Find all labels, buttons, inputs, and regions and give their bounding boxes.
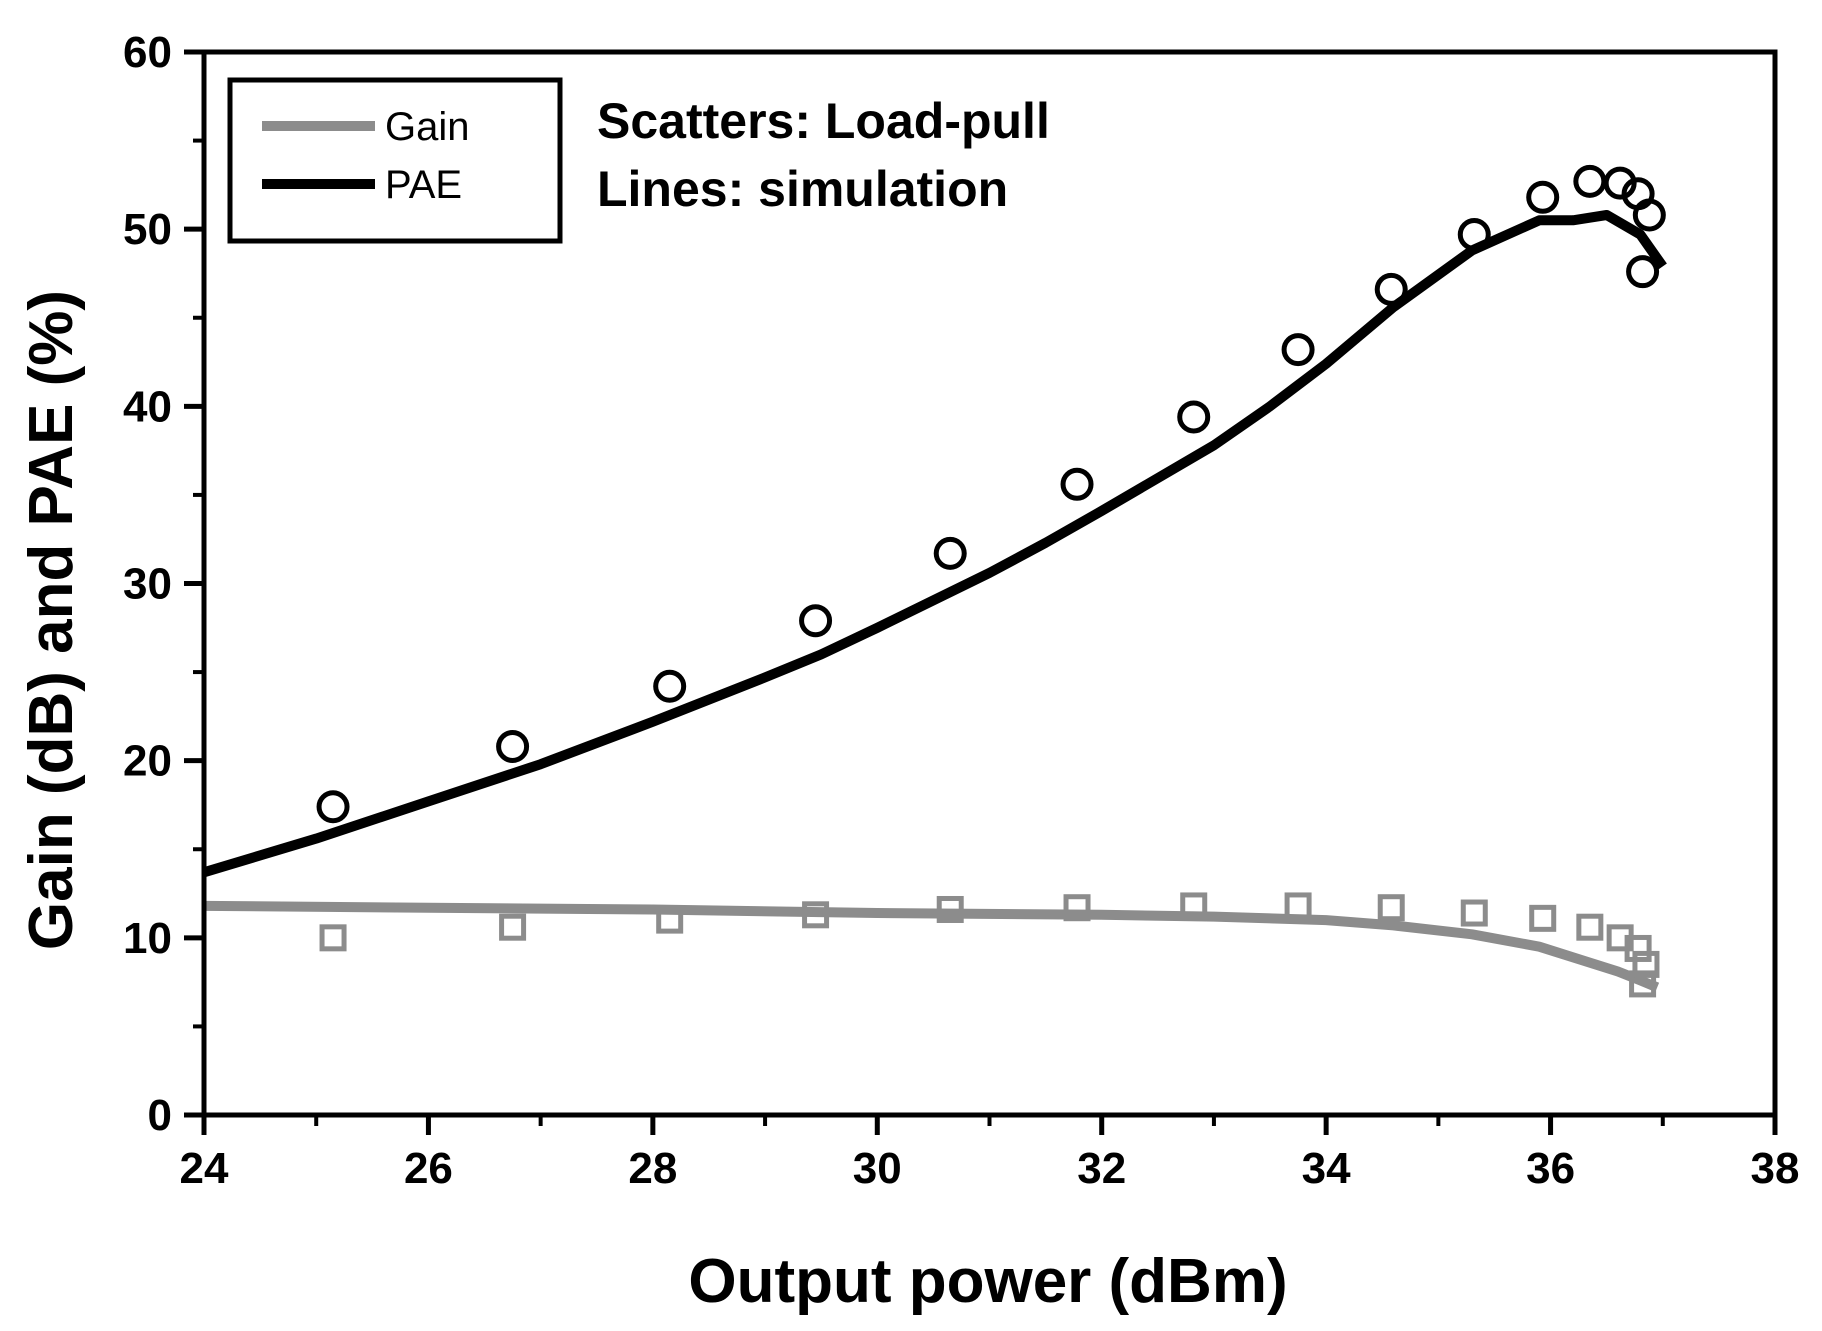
legend-label-pae: PAE (385, 163, 462, 207)
data-point-gain-loadpull (1529, 904, 1557, 932)
data-point-pae-loadpull (1526, 180, 1560, 214)
y-axis-title: Gain (dB) and PAE (%) (17, 290, 86, 950)
data-point-pae-loadpull (1603, 166, 1637, 200)
data-point-pae-loadpull (1177, 400, 1211, 434)
x-tick-label: 32 (1077, 1144, 1126, 1193)
data-point-pae-loadpull (1573, 164, 1607, 198)
data-point-gain-loadpull (936, 895, 964, 923)
data-point-pae-loadpull (1281, 333, 1315, 367)
data-point-pae-loadpull (496, 729, 530, 763)
legend-label-gain: Gain (385, 105, 470, 149)
data-point-gain-loadpull (1632, 950, 1660, 978)
axes: 24 26 28 30 32 34 36 38 0 10 20 30 40 50 60 (123, 28, 1799, 1193)
y-tick-label: 10 (123, 914, 172, 963)
data-point-gain-loadpull (1063, 894, 1091, 922)
y-tick-label: 30 (123, 560, 172, 609)
data-point-pae-loadpull (1060, 467, 1094, 501)
data-point-gain-loadpull (1629, 970, 1657, 998)
data-point-gain-loadpull (656, 906, 684, 934)
x-tick-label: 38 (1751, 1144, 1800, 1193)
x-tick-label: 24 (180, 1144, 229, 1193)
data-point-gain-loadpull (1180, 892, 1208, 920)
series-line-gain (203, 900, 1660, 993)
annotation-scatters: Scatters: Load-pull (597, 93, 1050, 149)
data-point-pae-loadpull (799, 604, 833, 638)
data-point-pae-loadpull (1457, 217, 1491, 251)
x-tick-label: 34 (1302, 1144, 1351, 1193)
series-line-pae (202, 210, 1667, 878)
data-point-pae-loadpull (1626, 255, 1660, 289)
legend-box (227, 77, 563, 244)
data-point-pae-loadpull (1632, 198, 1666, 232)
data-point-gain-loadpull (1284, 892, 1312, 920)
x-tick-label: 28 (628, 1144, 677, 1193)
legend: Gain PAE (227, 77, 563, 244)
data-point-pae-loadpull (653, 669, 687, 703)
x-tick-label: 26 (404, 1144, 453, 1193)
data-point-gain-loadpull (1377, 894, 1405, 922)
data-point-pae-loadpull (1374, 272, 1408, 306)
data-point-gain-loadpull (802, 901, 830, 929)
data-point-pae-loadpull (933, 536, 967, 570)
data-point-gain-loadpull (499, 913, 527, 941)
x-tick-label: 30 (853, 1144, 902, 1193)
data-point-pae-loadpull (316, 790, 350, 824)
x-tick-label: 36 (1526, 1144, 1575, 1193)
x-axis-title: Output power (dBm) (688, 1247, 1287, 1316)
data-point-gain-loadpull (319, 924, 347, 952)
y-tick-label: 40 (123, 382, 172, 431)
y-tick-label: 50 (123, 205, 172, 254)
y-tick-label: 60 (123, 28, 172, 77)
data-point-gain-loadpull (1576, 913, 1604, 941)
plot-area (202, 164, 1667, 998)
y-tick-label: 20 (123, 737, 172, 786)
data-point-gain-loadpull (1460, 899, 1488, 927)
annotation-lines: Lines: simulation (597, 161, 1008, 217)
data-point-gain-loadpull (1624, 934, 1652, 962)
y-tick-label: 0 (148, 1091, 172, 1140)
